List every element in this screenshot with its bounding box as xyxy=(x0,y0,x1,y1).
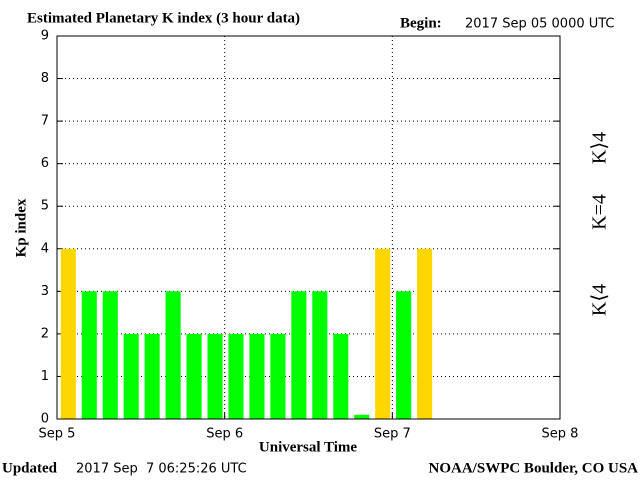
bar xyxy=(291,291,307,419)
bar xyxy=(417,248,433,419)
bar xyxy=(102,291,118,419)
y-tick-label: 1 xyxy=(41,369,49,384)
bar xyxy=(186,333,202,419)
updated-label: Updated xyxy=(2,460,58,476)
bar xyxy=(60,248,76,419)
y-tick-label: 9 xyxy=(41,29,49,44)
bar xyxy=(207,333,223,419)
chart-title: Estimated Planetary K index (3 hour data… xyxy=(27,10,300,26)
source: NOAA/SWPC Boulder, CO USA xyxy=(429,460,639,476)
y-tick-label: 8 xyxy=(41,71,49,86)
bar xyxy=(249,333,265,419)
y-tick-label: 3 xyxy=(41,284,49,299)
bar xyxy=(375,248,391,419)
x-tick-label: Sep 6 xyxy=(206,427,243,442)
y-tick-label: 6 xyxy=(41,156,49,171)
x-tick-label: Sep 8 xyxy=(542,427,579,442)
y-tick-label: 4 xyxy=(41,241,49,256)
bar xyxy=(312,291,328,419)
legend-label: K=4 xyxy=(589,194,611,230)
begin-date: 2017 Sep 05 0000 UTC xyxy=(465,17,615,32)
bar xyxy=(333,333,349,419)
legend-label: K⟨4 xyxy=(589,284,611,316)
bar xyxy=(123,333,139,419)
x-axis-title: Universal Time xyxy=(259,439,358,455)
y-tick-label: 0 xyxy=(41,412,49,427)
bar xyxy=(81,291,97,419)
y-tick-label: 5 xyxy=(41,199,49,214)
y-tick-label: 2 xyxy=(41,326,49,341)
bar xyxy=(354,414,370,419)
bar xyxy=(270,333,286,419)
y-tick-label: 7 xyxy=(41,114,49,129)
bar xyxy=(165,291,181,419)
plot-frame xyxy=(56,35,561,420)
bar xyxy=(396,291,412,419)
x-tick-label: Sep 7 xyxy=(374,427,411,442)
y-axis-title: Kp index xyxy=(13,198,29,257)
x-tick-label: Sep 5 xyxy=(39,427,76,442)
legend-label: K⟩4 xyxy=(589,132,611,164)
bar xyxy=(228,333,244,419)
begin-label: Begin: xyxy=(400,15,442,31)
updated-date: 2017 Sep 7 06:25:26 UTC xyxy=(76,462,247,477)
bar xyxy=(144,333,160,419)
